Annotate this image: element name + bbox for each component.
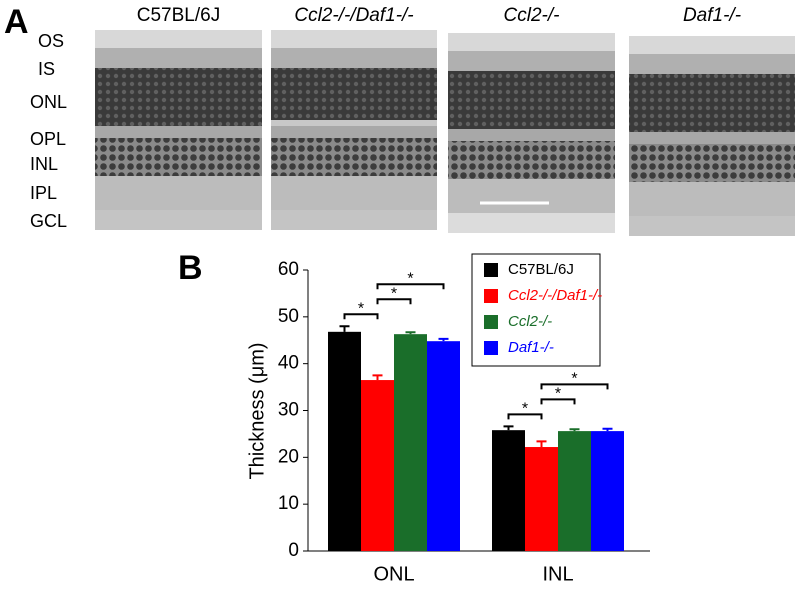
y-tick-label: 40	[278, 353, 299, 374]
gcl-layer	[629, 216, 795, 236]
legend-label: C57BL/6J	[508, 261, 574, 278]
ipl-layer	[271, 176, 437, 210]
os-layer	[95, 30, 262, 48]
inl-layer	[629, 144, 795, 182]
os-layer	[629, 36, 795, 54]
inl-layer	[95, 138, 262, 176]
gcl-layer	[95, 210, 262, 230]
ipl-layer	[448, 179, 615, 213]
column-title: Ccl2-/-	[504, 5, 560, 26]
column-title: Ccl2-/-/Daf1-/-	[294, 5, 413, 26]
error-bar	[405, 331, 416, 335]
significance-label: *	[358, 300, 364, 317]
opl-layer	[448, 129, 615, 141]
bar	[558, 431, 591, 551]
y-tick-label: 0	[288, 540, 299, 561]
error-bar	[503, 425, 514, 431]
os-layer	[448, 33, 615, 51]
x-tick-label: ONL	[373, 563, 414, 585]
bar	[427, 341, 460, 551]
legend-label: Ccl2-/-/Daf1-/-	[508, 287, 602, 304]
legend-swatch	[484, 263, 498, 277]
error-bar	[602, 427, 613, 432]
significance-bracket	[343, 313, 379, 320]
column-title: C57BL/6J	[137, 5, 220, 26]
significance-label: *	[391, 285, 397, 302]
y-tick-label: 30	[278, 400, 299, 421]
significance-bracket	[540, 383, 609, 390]
significance-label: *	[555, 386, 561, 403]
layer-label: IPL	[30, 183, 57, 203]
is-layer	[271, 48, 437, 68]
legend-swatch	[484, 341, 498, 355]
significance-bracket	[540, 398, 576, 405]
opl-layer	[271, 126, 437, 138]
gcl-layer	[271, 210, 437, 230]
legend-swatch	[484, 289, 498, 303]
bar	[328, 331, 361, 551]
y-tick-label: 20	[278, 446, 299, 467]
legend-swatch	[484, 315, 498, 329]
os-layer	[271, 30, 437, 48]
layer-label: ONL	[30, 92, 67, 112]
layer-label: INL	[30, 154, 58, 174]
error-bar	[536, 440, 547, 448]
is-layer	[95, 48, 262, 68]
ipl-layer	[629, 182, 795, 216]
panel-label: B	[178, 249, 203, 287]
significance-label: *	[571, 371, 577, 388]
legend-label: Ccl2-/-	[508, 313, 552, 330]
legend-label: Daf1-/-	[508, 339, 554, 356]
opl-layer	[95, 126, 262, 138]
significance-bracket	[376, 283, 445, 290]
y-axis-label: Thickness (μm)	[246, 342, 268, 479]
significance-label: *	[522, 401, 528, 418]
y-tick-label: 50	[278, 306, 299, 327]
column-title: Daf1-/-	[683, 5, 741, 26]
bar	[361, 380, 394, 551]
bar	[394, 334, 427, 551]
onl-layer	[95, 68, 262, 126]
opl-layer	[629, 132, 795, 144]
inl-layer	[448, 141, 615, 179]
inl-layer	[271, 138, 437, 176]
error-bar	[569, 428, 580, 432]
significance-label: *	[407, 270, 413, 287]
bar	[492, 430, 525, 551]
y-tick-label: 60	[278, 259, 299, 280]
onl-layer	[448, 71, 615, 129]
error-bar	[372, 374, 383, 381]
is-layer	[448, 51, 615, 71]
layer-label: OPL	[30, 129, 66, 149]
bar	[525, 447, 558, 551]
onl-layer	[271, 68, 437, 120]
error-bar	[438, 337, 449, 342]
significance-bracket	[376, 298, 412, 305]
is-layer	[629, 54, 795, 74]
micrographs: C57BL/6J Ccl2-/-/Daf1-/- Ccl2-/- Daf1-/- OS I…	[30, 5, 795, 236]
layer-label: GCL	[30, 211, 67, 231]
panel-label: A	[4, 3, 29, 41]
gcl-layer	[448, 213, 615, 233]
error-bar	[339, 325, 350, 332]
y-tick-label: 10	[278, 493, 299, 514]
bar	[591, 431, 624, 551]
significance-bracket	[507, 413, 543, 420]
layer-label: OS	[38, 31, 64, 51]
x-tick-label: INL	[542, 563, 573, 585]
layer-label: IS	[38, 59, 55, 79]
onl-layer	[629, 74, 795, 132]
ipl-layer	[95, 176, 262, 210]
